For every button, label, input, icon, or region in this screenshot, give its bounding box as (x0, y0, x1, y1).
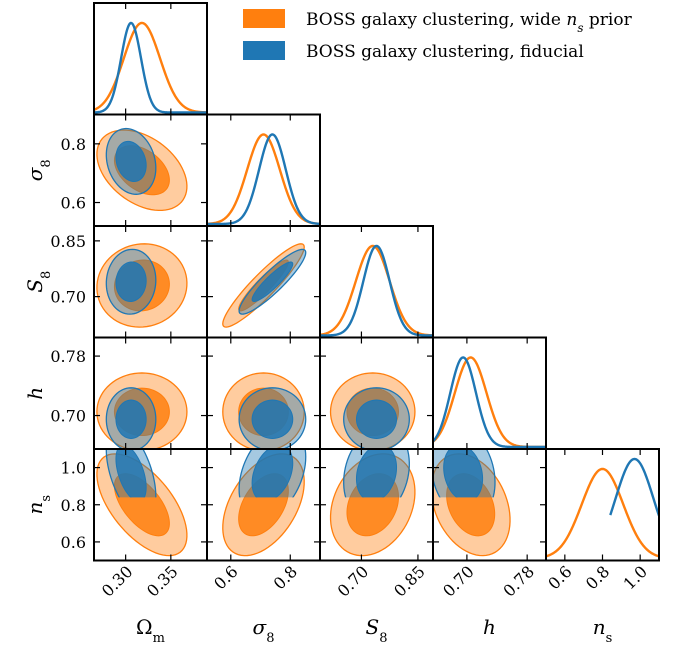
x-tick-label-ns: 0.6 (544, 562, 575, 593)
legend-label-wide: BOSS galaxy clustering, wide ns prior (306, 10, 633, 35)
y-axis-label-ns: ns (23, 495, 54, 515)
panel-S8-ns: 0.70 0.85 (319, 448, 434, 601)
panel-frame (319, 225, 434, 339)
panels: 0.60.80.700.850.700.780.30 0.350.60.81.00… (23, 2, 660, 646)
panel-h-h (432, 336, 547, 450)
contour-68-fiducial (115, 261, 147, 303)
x-axis-label-om: Ωm (136, 615, 165, 646)
contour-68-fiducial (355, 399, 398, 439)
legend-label-fiducial: BOSS galaxy clustering, fiducial (306, 42, 584, 62)
panel-s8-ns: 0.6 0.8 (206, 448, 321, 593)
marginal-fiducial-ns (609, 457, 659, 517)
contour-68-fiducial (251, 449, 294, 498)
y-tick-label-ns: 0.8 (61, 496, 86, 515)
panel-ns-ns: 0.6 0.8 1.0 (544, 448, 660, 593)
legend-swatch-fiducial (243, 41, 285, 60)
legend: BOSS galaxy clustering, wide ns prior BO… (243, 9, 633, 62)
contour-68-fiducial (251, 261, 294, 303)
y-tick-label-ns: 0.6 (61, 533, 86, 552)
panel-om-s8: 0.6 0.8 (61, 113, 208, 227)
contour-68-fiducial (115, 140, 147, 183)
contour-68-fiducial (443, 449, 484, 498)
y-axis-label-s8: σ8 (23, 159, 54, 181)
y-tick-label-s8: 0.8 (61, 135, 86, 154)
x-tick-label-s8: 0.6 (210, 562, 241, 593)
panel-S8-S8 (319, 225, 434, 339)
x-axis-label-s8: σ8 (253, 615, 275, 646)
panel-s8-S8 (206, 225, 321, 339)
x-tick-label-h: 0.70 (439, 562, 478, 601)
x-tick-label-s8: 0.8 (270, 562, 301, 593)
panel-s8-h (206, 336, 321, 450)
legend-swatch-wide (243, 9, 285, 28)
y-tick-label-h: 0.70 (50, 407, 86, 426)
y-tick-label-ns: 1.0 (61, 459, 86, 478)
contour-68-fiducial (115, 449, 147, 498)
x-tick-label-ns: 1.0 (620, 562, 651, 593)
marginal-wide-s8 (207, 133, 320, 225)
x-tick-label-om: 0.35 (143, 562, 182, 601)
panel-om-h: 0.70 0.78 (50, 336, 208, 450)
marginal-wide-h (433, 356, 546, 449)
marginal-wide-S8 (320, 244, 433, 337)
contour-68-fiducial (115, 399, 147, 439)
y-axis-label-h: h (23, 387, 47, 400)
y-tick-label-S8: 0.70 (50, 288, 86, 307)
marginal-wide-ns (546, 467, 659, 558)
x-tick-label-ns: 0.8 (582, 562, 613, 593)
marginal-fiducial-S8 (320, 244, 433, 337)
x-tick-label-S8: 0.85 (390, 562, 429, 601)
x-axis-label-S8: S8 (366, 615, 388, 646)
y-tick-label-s8: 0.6 (61, 194, 86, 213)
marginal-wide-om (94, 21, 207, 114)
panel-om-S8: 0.70 0.85 (50, 225, 208, 339)
panel-h-ns: 0.70 0.78 (432, 448, 547, 601)
panel-om-ns: 0.30 0.35 0.6 0.8 1.0 (61, 448, 208, 601)
x-tick-label-h: 0.78 (499, 562, 538, 601)
marginal-fiducial-s8 (207, 133, 320, 226)
x-tick-label-om: 0.30 (98, 562, 137, 601)
panel-om-om (93, 2, 208, 116)
panel-s8-s8 (206, 113, 321, 227)
x-axis-label-ns: ns (593, 615, 613, 646)
y-axis-label-S8: S8 (23, 271, 54, 293)
contour-68-fiducial (355, 449, 398, 498)
x-axis-label-h: h (483, 615, 496, 639)
axis-labels: Ωm σ8 S8 h ns σ8 S8 h ns (23, 159, 612, 645)
y-tick-label-h: 0.78 (50, 347, 86, 366)
marginal-fiducial-om (94, 21, 207, 114)
contour-68-fiducial (251, 399, 294, 439)
x-tick-label-S8: 0.70 (334, 562, 373, 601)
y-tick-label-S8: 0.85 (50, 232, 86, 251)
panel-frame (206, 113, 321, 227)
panel-S8-h (319, 336, 434, 450)
